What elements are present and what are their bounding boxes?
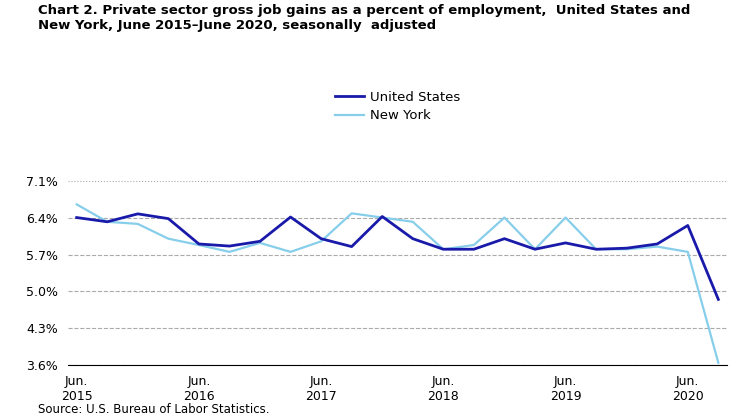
Text: Chart 2. Private sector gross job gains as a percent of employment,  United Stat: Chart 2. Private sector gross job gains … <box>38 4 690 32</box>
Legend: United States, New York: United States, New York <box>334 91 460 122</box>
Text: Source: U.S. Bureau of Labor Statistics.: Source: U.S. Bureau of Labor Statistics. <box>38 403 269 416</box>
